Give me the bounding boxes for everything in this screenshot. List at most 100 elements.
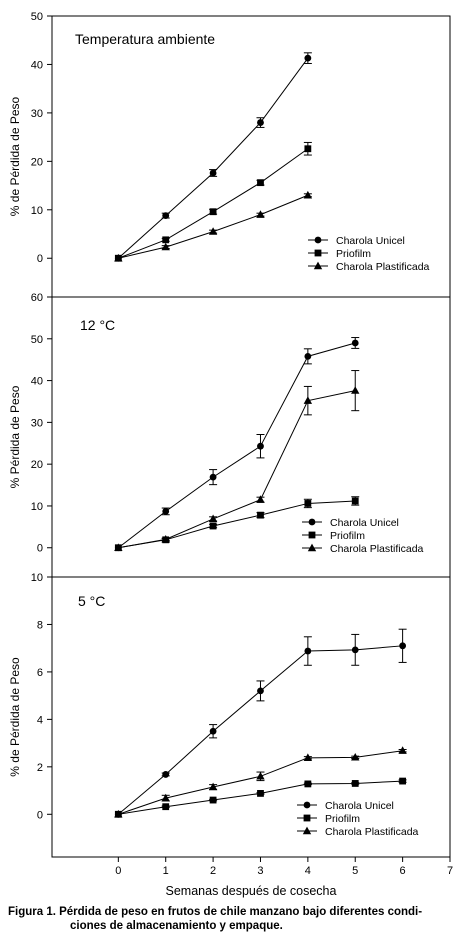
panel-title: 5 °C <box>78 593 105 609</box>
y-tick-label: 0 <box>37 809 43 821</box>
series-line <box>118 194 309 259</box>
caption-line-1: Figura 1. Pérdida de peso en frutos de c… <box>8 906 423 918</box>
panel-title: 12 °C <box>80 317 115 333</box>
data-point <box>209 796 217 804</box>
y-tick-label: 8 <box>37 619 43 631</box>
data-point <box>162 803 170 811</box>
x-tick-label: 6 <box>400 865 406 877</box>
series-line <box>118 645 403 815</box>
x-tick-label: 1 <box>163 865 169 877</box>
legend-marker <box>302 826 312 835</box>
data-point <box>209 473 217 481</box>
data-point <box>256 771 265 780</box>
data-point <box>257 790 264 797</box>
y-tick-label: 40 <box>31 376 43 388</box>
y-tick-label: 6 <box>37 667 43 679</box>
y-axis-label: % Pérdida de Peso <box>8 385 22 488</box>
data-point <box>399 642 407 650</box>
data-point <box>351 752 360 761</box>
data-point <box>304 647 312 655</box>
caption-line-2: ciones de almacenamiento y empaque. <box>70 920 283 932</box>
figure-caption: Figura 1. Pérdida de peso en frutos de c… <box>8 905 454 933</box>
data-point <box>351 386 360 394</box>
data-point <box>162 507 170 515</box>
legend-marker <box>303 801 311 809</box>
legend-label: Charola Plastificada <box>336 261 430 273</box>
data-point <box>351 646 359 654</box>
data-point <box>304 780 312 788</box>
data-point <box>304 352 312 360</box>
legend-label: Priofilm <box>325 813 360 825</box>
data-point <box>162 212 170 220</box>
data-point <box>304 145 312 153</box>
series-square <box>114 496 360 552</box>
legend-marker <box>308 531 316 539</box>
y-tick-label: 10 <box>31 501 43 513</box>
y-tick-label: 60 <box>31 292 43 304</box>
series-triangle <box>114 746 407 818</box>
legend-label: Charola Unicel <box>336 235 405 247</box>
data-point <box>303 190 313 199</box>
legend-marker <box>307 543 317 552</box>
data-point <box>304 54 312 62</box>
data-point <box>304 500 312 507</box>
data-point <box>161 242 170 251</box>
data-point <box>303 396 313 404</box>
legend-marker <box>303 814 311 822</box>
x-tick-label: 5 <box>352 865 358 877</box>
data-point <box>303 753 313 762</box>
series-line <box>118 148 309 259</box>
series-triangle <box>114 190 313 262</box>
data-point <box>162 236 170 244</box>
plot-frame <box>51 15 451 298</box>
data-point <box>398 746 407 754</box>
y-tick-label: 30 <box>31 108 43 120</box>
data-point <box>114 809 123 818</box>
data-point <box>257 179 264 187</box>
legend-label: Charola Plastificada <box>325 826 419 838</box>
plot-frame <box>51 576 451 858</box>
data-point <box>399 777 407 785</box>
legend-marker <box>308 518 316 526</box>
y-tick-label: 4 <box>37 714 43 726</box>
x-tick-label: 0 <box>115 865 121 877</box>
y-axis-label: % de Pérdida de Peso <box>8 657 22 777</box>
y-tick-label: 20 <box>31 459 43 471</box>
data-point <box>114 253 123 262</box>
data-point <box>257 442 264 450</box>
x-tick-label: 7 <box>447 865 453 877</box>
y-tick-label: 40 <box>31 59 43 71</box>
data-point <box>114 543 123 551</box>
series-triangle <box>114 370 360 551</box>
data-point <box>256 210 265 218</box>
data-point <box>161 793 170 802</box>
series-line <box>118 390 356 549</box>
data-point <box>209 169 217 177</box>
data-point <box>351 780 359 787</box>
x-tick-label: 2 <box>210 865 216 877</box>
series-circle <box>114 628 407 818</box>
data-point <box>208 227 218 235</box>
legend-marker <box>314 236 322 244</box>
y-tick-label: 20 <box>31 156 43 168</box>
data-point <box>209 727 217 735</box>
y-tick-label: 0 <box>37 253 43 265</box>
data-point <box>351 339 359 347</box>
panel-title: Temperatura ambiente <box>75 31 215 47</box>
y-tick-label: 10 <box>31 572 43 584</box>
y-tick-label: 30 <box>31 417 43 429</box>
data-point <box>256 495 265 503</box>
legend-label: Priofilm <box>336 248 371 260</box>
series-line <box>118 342 356 549</box>
x-tick-label: 4 <box>305 865 311 877</box>
y-tick-label: 0 <box>37 543 43 555</box>
legend-label: Charola Plastificada <box>330 543 424 555</box>
data-point <box>257 119 264 126</box>
data-point <box>208 514 218 523</box>
x-axis-label: Semanas después de cosecha <box>166 884 337 898</box>
data-point <box>161 534 170 543</box>
